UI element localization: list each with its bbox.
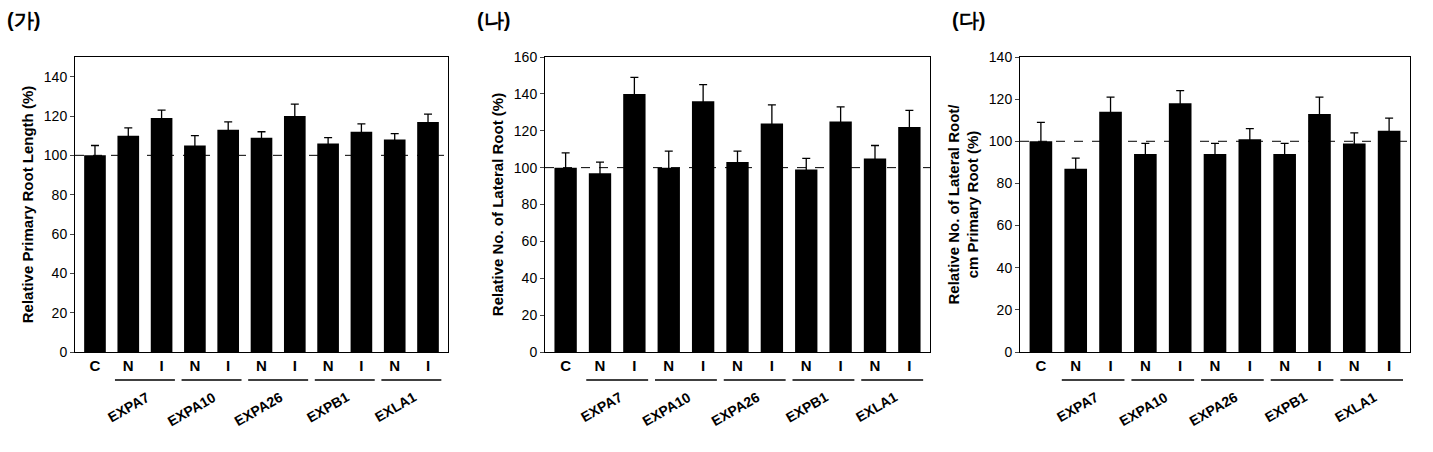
svg-text:EXPA7: EXPA7 bbox=[1054, 389, 1101, 425]
svg-text:EXLA1: EXLA1 bbox=[1332, 389, 1379, 426]
svg-text:EXPA7: EXPA7 bbox=[105, 389, 152, 425]
svg-text:I: I bbox=[359, 357, 363, 374]
svg-text:EXPA26: EXPA26 bbox=[1187, 389, 1241, 429]
svg-text:140: 140 bbox=[44, 69, 68, 85]
svg-text:C: C bbox=[90, 357, 101, 374]
svg-text:I: I bbox=[1178, 357, 1182, 374]
svg-text:N: N bbox=[1070, 357, 1081, 374]
svg-text:I: I bbox=[907, 357, 911, 374]
svg-text:40: 40 bbox=[522, 270, 538, 286]
svg-text:I: I bbox=[770, 357, 774, 374]
svg-text:EXPB1: EXPB1 bbox=[304, 389, 352, 426]
svg-text:80: 80 bbox=[522, 196, 538, 212]
svg-text:EXPA26: EXPA26 bbox=[709, 389, 763, 429]
svg-text:EXPB1: EXPB1 bbox=[1262, 388, 1310, 425]
svg-text:140: 140 bbox=[989, 49, 1013, 65]
svg-text:120: 120 bbox=[514, 123, 538, 139]
svg-text:EXPA10: EXPA10 bbox=[1117, 389, 1171, 429]
svg-text:20: 20 bbox=[997, 302, 1013, 318]
svg-text:80: 80 bbox=[997, 175, 1013, 191]
svg-text:I: I bbox=[1317, 357, 1321, 374]
svg-text:20: 20 bbox=[522, 307, 538, 323]
svg-text:I: I bbox=[701, 357, 705, 374]
svg-text:0: 0 bbox=[1004, 344, 1012, 360]
svg-text:Relative No. of Lateral Root (: Relative No. of Lateral Root (%) bbox=[489, 93, 506, 316]
svg-text:I: I bbox=[426, 357, 430, 374]
svg-text:EXLA1: EXLA1 bbox=[853, 389, 900, 426]
svg-text:80: 80 bbox=[52, 187, 68, 203]
svg-text:N: N bbox=[801, 357, 812, 374]
svg-text:N: N bbox=[323, 357, 334, 374]
svg-text:I: I bbox=[1108, 357, 1112, 374]
svg-text:N: N bbox=[1279, 357, 1290, 374]
svg-text:I: I bbox=[226, 357, 230, 374]
svg-text:160: 160 bbox=[514, 49, 538, 65]
svg-text:I: I bbox=[1387, 357, 1391, 374]
svg-text:0: 0 bbox=[529, 344, 537, 360]
svg-text:(다): (다) bbox=[952, 9, 985, 31]
svg-text:EXPA7: EXPA7 bbox=[578, 389, 625, 425]
svg-text:N: N bbox=[389, 357, 400, 374]
svg-text:EXPB1: EXPB1 bbox=[783, 389, 831, 426]
svg-text:20: 20 bbox=[52, 305, 68, 321]
svg-text:120: 120 bbox=[44, 108, 68, 124]
svg-text:N: N bbox=[123, 357, 134, 374]
svg-text:EXPA10: EXPA10 bbox=[165, 389, 219, 429]
svg-text:N: N bbox=[1349, 357, 1360, 374]
svg-text:N: N bbox=[1140, 357, 1151, 374]
svg-text:I: I bbox=[160, 357, 164, 374]
svg-text:I: I bbox=[293, 357, 297, 374]
svg-text:N: N bbox=[256, 357, 267, 374]
svg-text:I: I bbox=[632, 357, 636, 374]
svg-text:100: 100 bbox=[514, 160, 538, 176]
svg-text:I: I bbox=[839, 357, 843, 374]
svg-text:N: N bbox=[189, 357, 200, 374]
svg-text:EXLA1: EXLA1 bbox=[372, 388, 419, 425]
svg-text:(나): (나) bbox=[477, 9, 510, 31]
svg-text:C: C bbox=[560, 357, 571, 374]
svg-text:60: 60 bbox=[997, 217, 1013, 233]
svg-text:EXPA10: EXPA10 bbox=[640, 389, 694, 429]
svg-text:0: 0 bbox=[59, 344, 67, 360]
svg-text:100: 100 bbox=[44, 147, 68, 163]
svg-text:60: 60 bbox=[52, 226, 68, 242]
svg-text:N: N bbox=[870, 357, 881, 374]
svg-text:60: 60 bbox=[522, 233, 538, 249]
svg-text:N: N bbox=[663, 357, 674, 374]
svg-text:Relative Primary Root Length (: Relative Primary Root Length (%) bbox=[19, 86, 36, 324]
svg-text:40: 40 bbox=[997, 260, 1013, 276]
svg-text:40: 40 bbox=[52, 265, 68, 281]
svg-text:120: 120 bbox=[989, 91, 1013, 107]
svg-text:N: N bbox=[595, 357, 606, 374]
svg-text:100: 100 bbox=[989, 133, 1013, 149]
svg-text:140: 140 bbox=[514, 86, 538, 102]
svg-text:N: N bbox=[1210, 357, 1221, 374]
svg-text:C: C bbox=[1035, 357, 1046, 374]
svg-text:(가): (가) bbox=[7, 9, 40, 31]
svg-text:Relative No. of Lateral Root/c: Relative No. of Lateral Root/cm Primary … bbox=[945, 104, 982, 305]
svg-text:N: N bbox=[732, 357, 743, 374]
svg-text:I: I bbox=[1248, 357, 1252, 374]
svg-text:EXPA26: EXPA26 bbox=[232, 389, 286, 429]
